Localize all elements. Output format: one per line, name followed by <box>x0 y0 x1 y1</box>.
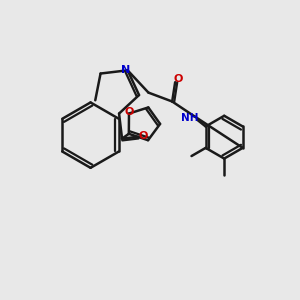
Text: O: O <box>139 131 148 141</box>
Text: N: N <box>121 65 130 75</box>
Text: O: O <box>124 107 134 117</box>
Text: O: O <box>173 74 183 84</box>
Text: NH: NH <box>181 113 199 123</box>
